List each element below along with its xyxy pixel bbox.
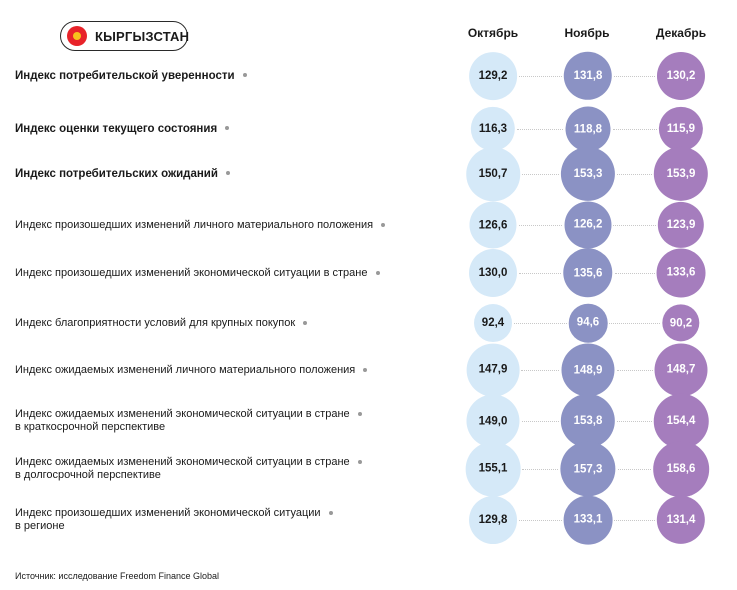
leader-dot [357,460,362,465]
guide-line [518,225,563,226]
row-label-line: Индекс ожидаемых изменений личного матер… [15,363,356,376]
value-bubble-december: 90,2 [662,304,700,342]
value-bubble-december: 131,4 [656,495,706,545]
value-bubble-december: 123,9 [657,201,705,249]
value-bubble-november: 157,3 [560,441,616,497]
row-label-line: Индекс оценки текущего состояния [15,122,218,135]
row-label-line: Индекс благоприятности условий для крупн… [15,316,296,329]
value-bubble-october: 116,3 [470,106,516,152]
value-bubble-november: 131,8 [563,51,613,101]
leader-dot [225,126,230,131]
guide-line [517,129,564,130]
guide-line [617,174,652,175]
column-header-october: Октябрь [467,26,519,40]
value-bubble-december: 158,6 [653,441,709,497]
value-bubble-october: 147,9 [466,343,520,397]
value-bubble-october: 150,7 [466,147,520,201]
leader-dot [357,412,362,417]
value-bubble-november: 133,1 [563,495,613,545]
guide-line [616,370,653,371]
value-bubble-october: 149,0 [466,394,520,448]
leader-dot [328,511,333,516]
guide-line [612,129,657,130]
guide-line [518,76,562,77]
country-badge: КЫРГЫЗСТАН [60,21,190,51]
leader-dot [381,222,386,227]
guide-line [617,421,652,422]
guide-line [519,273,562,274]
guide-line [613,225,656,226]
guide-line [521,421,559,422]
value-bubble-october: 130,0 [469,249,517,297]
row-label-line: Индекс произошедших изменений личного ма… [15,218,374,231]
row-label-line: Индекс произошедших изменений экономичес… [15,507,321,519]
row-label: Индекс ожидаемых изменений экономической… [15,408,362,434]
row-label-line: Индекс ожидаемых изменений экономической… [15,456,350,468]
source-note: Источник: исследование Freedom Finance G… [15,571,220,581]
value-bubble-december: 115,9 [658,106,704,152]
value-bubble-november: 126,2 [564,201,612,249]
value-bubble-december: 130,2 [656,51,706,101]
guide-line [521,370,560,371]
row-label: Индекс ожидаемых изменений личного матер… [15,363,368,377]
value-bubble-october: 129,8 [469,496,517,544]
value-bubble-november: 135,6 [563,248,613,298]
row-label-line: в регионе [15,520,65,532]
value-bubble-november: 94,6 [568,303,608,343]
value-bubble-october: 155,1 [465,441,521,497]
value-bubble-november: 118,8 [565,106,611,152]
row-label: Индекс произошедших изменений экономичес… [15,267,380,280]
leader-dot [303,320,308,325]
row-label: Индекс произошедших изменений личного ма… [15,218,386,232]
value-bubble-november: 153,8 [560,393,616,449]
value-bubble-october: 126,6 [469,201,517,249]
guide-line [614,520,655,521]
guide-line [609,323,661,324]
guide-line [614,76,655,77]
value-bubble-december: 148,7 [654,343,708,397]
guide-line [522,469,559,470]
value-bubble-december: 153,9 [653,146,709,202]
value-bubble-october: 92,4 [474,304,512,342]
value-bubble-november: 148,9 [561,343,615,397]
kyrgyzstan-flag-icon [67,26,87,46]
value-bubble-october: 129,2 [469,52,517,100]
guide-line [513,323,567,324]
guide-line [617,469,652,470]
guide-line [521,174,559,175]
leader-dot [242,73,247,78]
value-bubble-december: 154,4 [653,393,709,449]
country-name: КЫРГЫЗСТАН [95,28,190,44]
guide-line [518,520,562,521]
row-label: Индекс ожидаемых изменений экономической… [15,456,362,482]
row-label: Индекс оценки текущего состояния [15,122,230,136]
column-header-november: Ноябрь [564,26,610,40]
value-bubble-december: 133,6 [656,248,706,298]
guide-line [614,273,655,274]
row-label-line: в долгосрочной перспективе [15,469,161,481]
row-label: Индекс благоприятности условий для крупн… [15,316,308,330]
row-label-line: Индекс потребительской уверенности [15,69,235,82]
row-label: Индекс потребительских ожиданий [15,168,230,181]
row-label-line: Индекс произошедших изменений экономичес… [15,266,368,279]
column-header-december: Декабрь [655,26,707,40]
row-label-line: Индекс потребительских ожиданий [15,167,218,180]
row-label-line: Индекс ожидаемых изменений экономической… [15,408,350,420]
leader-dot [225,171,230,176]
row-label: Индекс потребительской уверенности [15,70,247,83]
value-bubble-november: 153,3 [560,146,616,202]
row-label: Индекс произошедших изменений экономичес… [15,507,333,533]
leader-dot [375,270,380,275]
row-label-line: в краткосрочной перспективе [15,421,166,433]
leader-dot [363,367,368,372]
